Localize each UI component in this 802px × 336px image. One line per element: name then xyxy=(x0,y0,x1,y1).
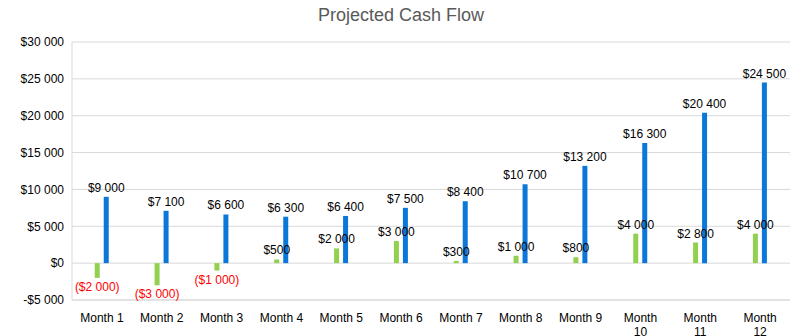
svg-text:$9 000: $9 000 xyxy=(88,181,125,195)
svg-text:$30 000: $30 000 xyxy=(21,35,65,49)
svg-text:$25 000: $25 000 xyxy=(21,72,65,86)
svg-text:$300: $300 xyxy=(443,245,470,259)
svg-text:Month 7: Month 7 xyxy=(439,311,483,325)
svg-text:$10 700: $10 700 xyxy=(503,168,547,182)
svg-text:$7 500: $7 500 xyxy=(387,192,424,206)
svg-text:-$5 000: -$5 000 xyxy=(23,293,64,307)
svg-text:$500: $500 xyxy=(263,243,290,257)
svg-text:$2 000: $2 000 xyxy=(318,232,355,246)
svg-text:Month 4: Month 4 xyxy=(260,311,304,325)
svg-text:$4 000: $4 000 xyxy=(737,218,774,232)
svg-text:$1 000: $1 000 xyxy=(498,240,535,254)
svg-text:$3 000: $3 000 xyxy=(378,225,415,239)
svg-text:Month 2: Month 2 xyxy=(140,311,184,325)
svg-text:$6 400: $6 400 xyxy=(327,200,364,214)
svg-text:$13 200: $13 200 xyxy=(563,150,607,164)
svg-text:$800: $800 xyxy=(563,241,590,255)
svg-text:$0: $0 xyxy=(51,256,65,270)
svg-text:($1 000): ($1 000) xyxy=(195,273,240,287)
svg-text:Month 5: Month 5 xyxy=(320,311,364,325)
html-text:Projected Cash Flow: Projected Cash Flow xyxy=(318,5,484,25)
svg-text:Month 1: Month 1 xyxy=(80,311,124,325)
svg-text:Month 6: Month 6 xyxy=(379,311,423,325)
svg-text:Month11: Month11 xyxy=(684,311,717,336)
svg-text:Month10: Month10 xyxy=(624,311,657,336)
svg-text:$2 800: $2 800 xyxy=(677,227,714,241)
svg-text:$8 400: $8 400 xyxy=(447,185,484,199)
svg-text:$6 600: $6 600 xyxy=(208,198,245,212)
svg-text:Month12: Month12 xyxy=(743,311,776,336)
svg-text:$7 100: $7 100 xyxy=(148,195,185,209)
svg-text:$15 000: $15 000 xyxy=(21,146,65,160)
svg-text:($2 000): ($2 000) xyxy=(75,280,120,294)
svg-text:Month 9: Month 9 xyxy=(559,311,603,325)
svg-text:$6 300: $6 300 xyxy=(267,201,304,215)
svg-text:($3 000): ($3 000) xyxy=(135,287,180,301)
svg-text:$4 000: $4 000 xyxy=(617,218,654,232)
svg-text:$20 000: $20 000 xyxy=(21,109,65,123)
svg-text:Month 3: Month 3 xyxy=(200,311,244,325)
svg-text:$16 300: $16 300 xyxy=(623,127,667,141)
svg-text:$5 000: $5 000 xyxy=(27,220,64,234)
svg-text:$24 500: $24 500 xyxy=(743,67,787,81)
svg-text:$10 000: $10 000 xyxy=(21,183,65,197)
svg-text:Month 8: Month 8 xyxy=(499,311,543,325)
svg-text:$20 400: $20 400 xyxy=(683,97,727,111)
